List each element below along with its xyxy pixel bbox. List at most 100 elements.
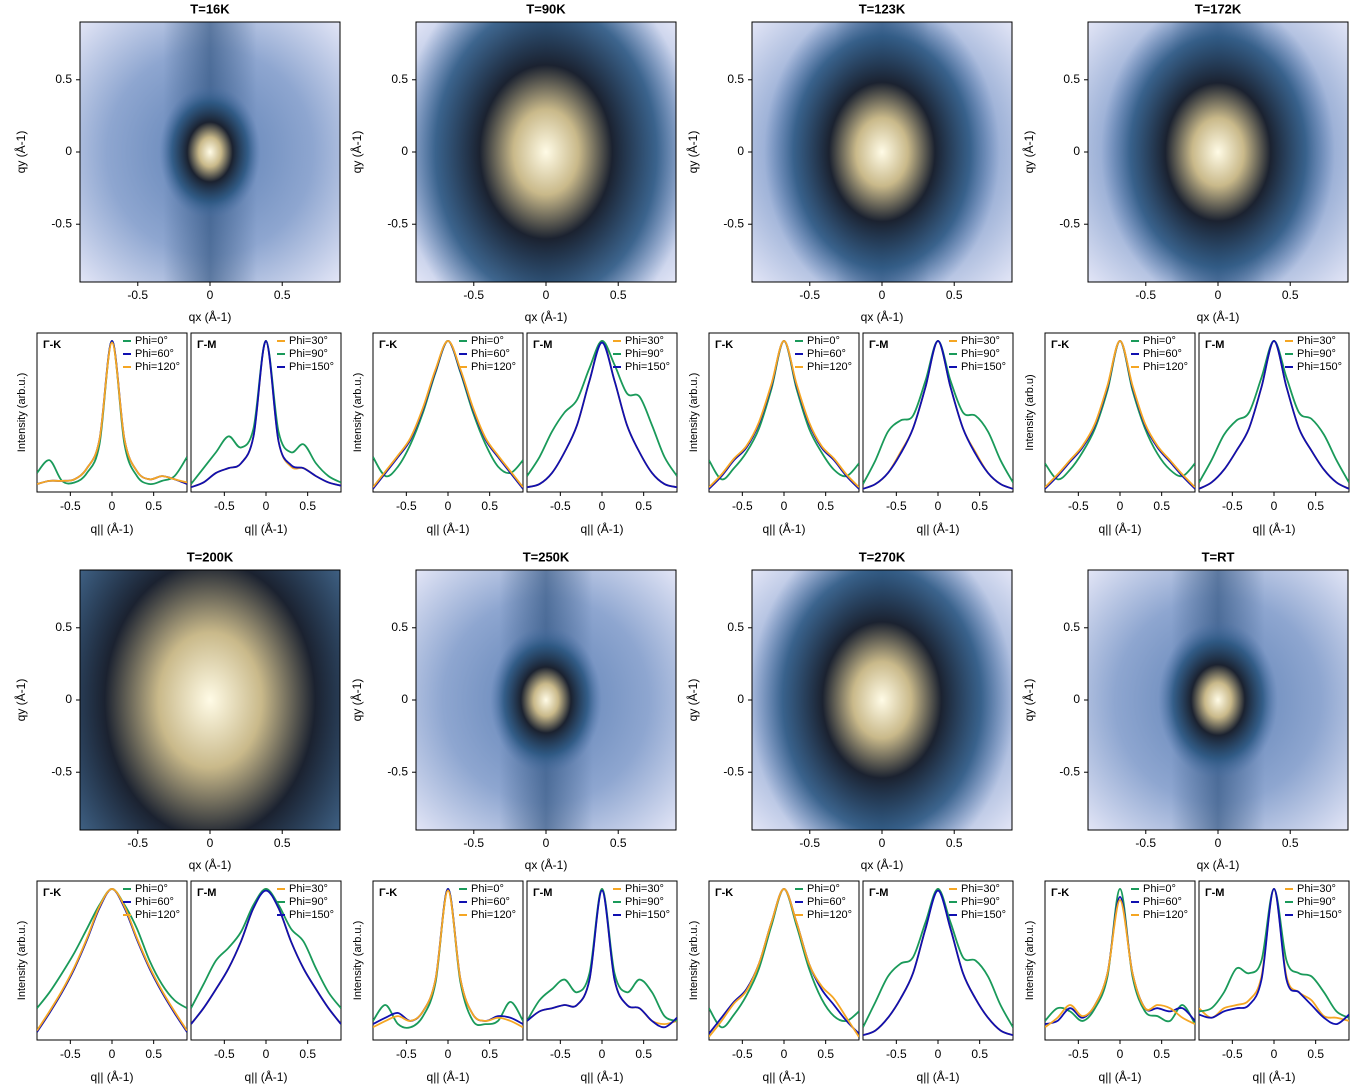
legend-label: Phi=120° [135,361,180,373]
x-axis-label: q|| (Å-1) [763,1069,806,1084]
x-tick-label: 0.5 [971,1047,988,1061]
x-axis-label: qx (Å-1) [861,309,904,324]
legend-label: Phi=0° [807,335,840,347]
x-axis-label: q|| (Å-1) [1099,1069,1142,1084]
legend-label: Phi=150° [961,909,1006,921]
x-tick-label: 0 [879,836,886,850]
x-tick-label: -0.5 [1222,1047,1243,1061]
y-tick-label: 0.5 [391,620,408,634]
y-tick-label: 0.5 [1063,72,1080,86]
curve [527,340,677,477]
x-axis-label: q|| (Å-1) [917,521,960,536]
legend-label: Phi=90° [289,348,328,360]
plot-area [191,340,341,489]
x-tick-label: -0.5 [127,836,148,850]
x-tick-label: 0 [781,1047,788,1061]
curve [1045,895,1195,1025]
x-tick-label: 0 [1215,288,1222,302]
subplot-title: Γ-M [533,339,552,351]
y-axis-label: qy (Å-1) [13,679,28,722]
legend-label: Phi=0° [135,883,168,895]
y-axis-label: qy (Å-1) [1021,679,1036,722]
y-tick-label: 0.5 [55,72,72,86]
plot-area [709,888,859,1038]
legend-label: Phi=120° [471,361,516,373]
heatmap [80,570,340,830]
x-tick-label: 0 [935,1047,942,1061]
x-axis-label: qx (Å-1) [1197,857,1240,872]
legend-label: Phi=60° [1143,348,1182,360]
legend-label: Phi=30° [1297,883,1336,895]
legend-label: Phi=60° [135,348,174,360]
x-tick-label: -0.5 [396,1047,417,1061]
y-tick-label: 0 [401,692,408,706]
x-axis-label: qx (Å-1) [861,857,904,872]
y-axis-label: qy (Å-1) [349,131,364,174]
x-tick-label: -0.5 [799,836,820,850]
x-tick-label: 0.5 [817,499,834,513]
y-axis-label: qy (Å-1) [685,131,700,174]
legend-label: Phi=120° [471,909,516,921]
x-tick-label: -0.5 [214,499,235,513]
x-tick-label: 0.5 [1282,288,1299,302]
x-tick-label: -0.5 [463,288,484,302]
heatmap [1088,570,1348,830]
legend-label: Phi=90° [1297,348,1336,360]
x-tick-label: 0.5 [1153,1047,1170,1061]
x-tick-label: 0 [109,499,116,513]
y-axis-label: qy (Å-1) [13,131,28,174]
legend-label: Phi=150° [1297,909,1342,921]
x-tick-label: 0.5 [1307,499,1324,513]
x-tick-label: -0.5 [396,499,417,513]
y-axis-label: Intensity (arb.u.) [352,373,364,452]
x-tick-label: 0 [1117,499,1124,513]
y-axis-label: qy (Å-1) [685,679,700,722]
subplot-title: Γ-M [197,887,216,899]
legend-label: Phi=90° [961,348,1000,360]
plot-area [191,888,341,1025]
y-tick-label: 0 [1073,692,1080,706]
y-tick-label: -0.5 [51,216,72,230]
curve [863,340,1013,490]
x-tick-label: 0 [207,836,214,850]
x-tick-label: -0.5 [550,499,571,513]
y-tick-label: 0 [401,144,408,158]
x-tick-label: 0 [263,1047,270,1061]
heatmap [752,22,1012,282]
subplot-title: Γ-K [715,887,733,899]
x-axis-label: qx (Å-1) [525,857,568,872]
y-tick-label: 0.5 [727,620,744,634]
legend-label: Phi=60° [807,896,846,908]
legend-label: Phi=60° [471,896,510,908]
heatmap-peak [80,570,340,830]
x-tick-label: -0.5 [1135,836,1156,850]
legend-label: Phi=150° [1297,361,1342,373]
x-tick-label: 0.5 [635,1047,652,1061]
legend-label: Phi=120° [807,361,852,373]
x-axis-label: q|| (Å-1) [91,1069,134,1084]
legend-label: Phi=150° [625,361,670,373]
legend-label: Phi=0° [807,883,840,895]
x-tick-label: -0.5 [1135,288,1156,302]
x-tick-label: 0.5 [610,836,627,850]
legend-label: Phi=30° [961,335,1000,347]
x-tick-label: 0.5 [817,1047,834,1061]
x-tick-label: -0.5 [60,499,81,513]
x-tick-label: -0.5 [886,1047,907,1061]
x-tick-label: -0.5 [1068,499,1089,513]
y-axis-label: Intensity (arb.u.) [16,373,28,452]
curve [373,340,523,488]
curve [527,888,677,1022]
curve [709,340,859,488]
heatmap [1088,22,1348,282]
legend-label: Phi=0° [471,883,504,895]
plot-area [373,888,523,1029]
curve [191,888,341,1009]
panel-title: T=270K [859,549,906,564]
y-tick-label: 0.5 [391,72,408,86]
x-tick-label: 0.5 [145,499,162,513]
x-tick-label: 0.5 [1282,836,1299,850]
x-axis-label: q|| (Å-1) [91,521,134,536]
curve [37,341,187,485]
legend-label: Phi=90° [289,896,328,908]
